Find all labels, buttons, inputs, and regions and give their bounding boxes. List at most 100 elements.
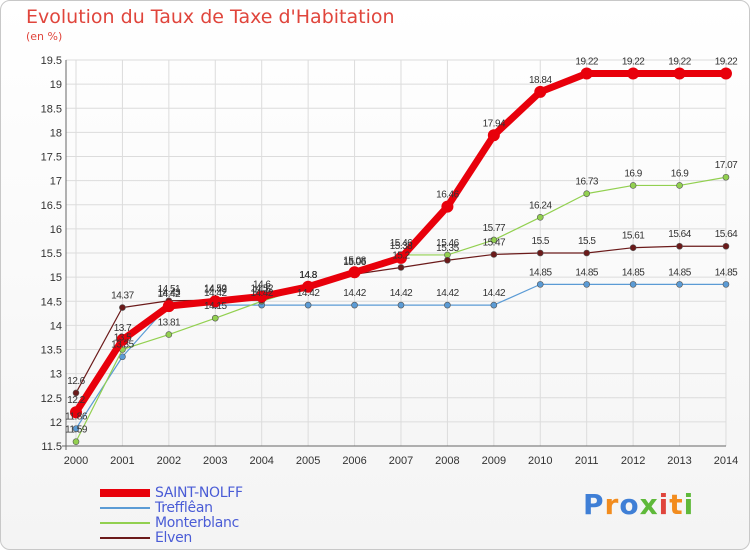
series-point bbox=[441, 200, 454, 213]
y-tick-label: 19.5 bbox=[41, 55, 62, 67]
data-label: 14.42 bbox=[250, 288, 273, 299]
y-tick-label: 14.5 bbox=[41, 296, 62, 308]
series-point bbox=[302, 280, 315, 293]
y-tick-label: 11.5 bbox=[41, 441, 62, 453]
data-label: 15.2 bbox=[392, 250, 410, 261]
data-label: 15.5 bbox=[532, 236, 550, 247]
data-label: 15.64 bbox=[715, 229, 738, 240]
data-label: 19.22 bbox=[668, 57, 691, 68]
legend-item: SAINT-NOLFF bbox=[100, 484, 243, 501]
data-label: 17.07 bbox=[715, 160, 738, 171]
series-point bbox=[490, 251, 498, 258]
x-tick-label: 2004 bbox=[249, 455, 273, 467]
series bbox=[70, 67, 732, 445]
data-label: 15.06 bbox=[343, 257, 366, 268]
series-point bbox=[255, 290, 268, 303]
logo-letter: o bbox=[619, 488, 640, 521]
data-label: 14.49 bbox=[204, 284, 227, 295]
data-label: 14.42 bbox=[204, 288, 227, 299]
data-label: 19.22 bbox=[622, 57, 645, 68]
data-label: 19.22 bbox=[575, 57, 598, 68]
series-point bbox=[676, 281, 683, 288]
x-tick-label: 2011 bbox=[575, 455, 599, 467]
y-tick-label: 13.5 bbox=[41, 345, 62, 357]
y-tick-label: 16.5 bbox=[41, 200, 62, 212]
data-label: 14.8 bbox=[299, 270, 317, 281]
data-label: 16.9 bbox=[671, 168, 689, 179]
proxiti-logo: Proxiti bbox=[583, 488, 694, 521]
data-label: 14.6 bbox=[253, 279, 271, 290]
series-point bbox=[583, 190, 590, 197]
data-label: 15.64 bbox=[668, 229, 691, 240]
data-label: 15.5 bbox=[578, 236, 596, 247]
legend-label: Trefflêan bbox=[155, 499, 213, 516]
data-label: 15.46 bbox=[436, 238, 459, 249]
x-tick-label: 2006 bbox=[342, 455, 366, 467]
series-point bbox=[444, 301, 451, 309]
data-label: 15.61 bbox=[622, 231, 645, 242]
data-label: 15.06 bbox=[343, 257, 366, 268]
logo-letter: t bbox=[669, 488, 684, 521]
series-point bbox=[580, 67, 593, 80]
series-point bbox=[676, 242, 683, 250]
data-label: 12.6 bbox=[67, 376, 85, 387]
series-point bbox=[536, 249, 544, 257]
data-label: 14.43 bbox=[158, 288, 181, 299]
data-label: 19.22 bbox=[715, 57, 738, 68]
data-label: 14.85 bbox=[715, 267, 738, 278]
series-point bbox=[583, 249, 590, 257]
x-tick-label: 2013 bbox=[667, 455, 691, 467]
legend-swatch bbox=[100, 488, 150, 497]
series-point bbox=[536, 281, 544, 288]
data-label: 14.42 bbox=[483, 288, 506, 299]
logo-letter: i bbox=[683, 488, 695, 521]
data-label: 14.85 bbox=[529, 267, 552, 278]
legend-swatch bbox=[100, 521, 150, 524]
x-tick-label: 2009 bbox=[482, 455, 506, 467]
x-tick-label: 2014 bbox=[714, 455, 738, 467]
x-tick-label: 2001 bbox=[110, 455, 134, 467]
data-label: 11.86 bbox=[65, 412, 88, 423]
y-tick-label: 18.5 bbox=[41, 103, 62, 115]
data-label: 14.5 bbox=[253, 284, 271, 295]
series-point bbox=[72, 425, 80, 432]
logo-letter: r bbox=[604, 488, 620, 521]
series-point bbox=[629, 182, 637, 189]
data-label: 14.42 bbox=[390, 288, 413, 299]
data-label: 14.42 bbox=[297, 288, 320, 299]
series-point bbox=[348, 266, 361, 279]
data-label: 14.51 bbox=[158, 284, 181, 295]
series-point bbox=[629, 244, 637, 251]
axes: 11.5 12 12.5 13 13.5 14 14.5 15 15.5 16 16.5 17 17.5… bbox=[41, 55, 739, 467]
series-point bbox=[72, 438, 80, 445]
data-label: 13.7 bbox=[114, 323, 132, 334]
data-label: 16.24 bbox=[529, 200, 552, 211]
series-point bbox=[162, 300, 175, 313]
y-tick-label: 18 bbox=[50, 127, 62, 139]
legend-label: SAINT-NOLFF bbox=[155, 484, 243, 501]
data-label: 14.85 bbox=[622, 267, 645, 278]
data-label: 14.85 bbox=[575, 267, 598, 278]
data-label: 14.42 bbox=[436, 288, 459, 299]
data-label: 16.46 bbox=[436, 190, 459, 201]
logo-letter: i bbox=[658, 488, 670, 521]
x-tick-label: 2002 bbox=[157, 455, 181, 467]
data-label: 17.94 bbox=[483, 118, 506, 129]
y-tick-label: 17.5 bbox=[41, 152, 62, 164]
series-point bbox=[722, 281, 730, 288]
data-label: 14.8 bbox=[299, 270, 317, 281]
series-point bbox=[444, 256, 451, 264]
y-tick-label: 16 bbox=[50, 224, 62, 236]
series-point bbox=[397, 264, 405, 271]
chart-subtitle: (en %) bbox=[26, 30, 63, 43]
data-label: 15.77 bbox=[483, 223, 506, 234]
logo-letter: P bbox=[583, 488, 605, 521]
series-point bbox=[719, 67, 732, 80]
x-tick-label: 2012 bbox=[621, 455, 645, 467]
series-point bbox=[676, 182, 683, 189]
data-label: 12.2 bbox=[67, 395, 85, 406]
series-point bbox=[394, 251, 407, 264]
x-tick-label: 2008 bbox=[435, 455, 459, 467]
y-tick-label: 12 bbox=[50, 417, 62, 429]
y-tick-label: 13 bbox=[50, 369, 62, 381]
